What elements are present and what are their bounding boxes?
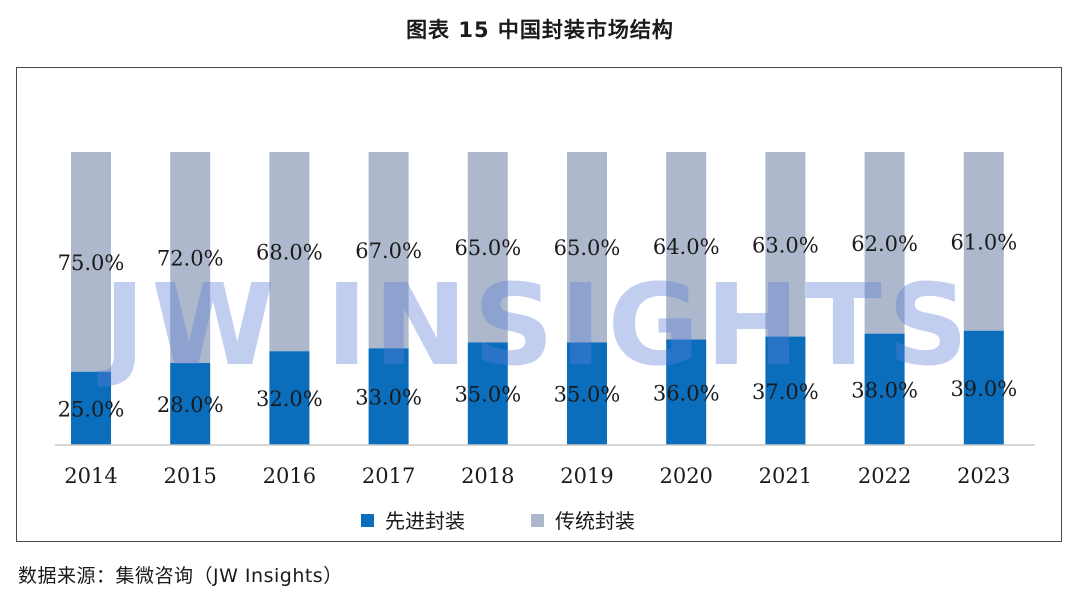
label-traditional-2017: 67.0%: [355, 239, 422, 263]
x-tick-2019: 2019: [560, 464, 613, 488]
legend-traditional: 传统封装: [531, 509, 635, 533]
label-advanced-2017: 33.0%: [355, 386, 422, 410]
label-advanced-2022: 38.0%: [851, 378, 918, 402]
bar-advanced-2019: [567, 342, 607, 445]
x-tick-2018: 2018: [461, 464, 514, 488]
legend-advanced: 先进封装: [361, 509, 465, 533]
watermark: JW INSIGHTS: [97, 261, 975, 391]
bar-advanced-2014: [71, 371, 111, 445]
bar-traditional-2023: [963, 152, 1004, 331]
x-tick-labels: 2014 2015 2016 2017 2018 2019 2020 2021 2022 2023: [64, 464, 1010, 488]
bar-advanced-2017: [368, 348, 409, 445]
label-advanced-2014: 25.0%: [58, 397, 125, 421]
watermark-text: JW INSIGHTS: [97, 261, 975, 391]
bar-advanced-2016: [269, 351, 310, 445]
label-traditional-2022: 62.0%: [851, 232, 918, 256]
bar-advanced-2023: [963, 330, 1004, 445]
bar-advanced-2020: [666, 339, 707, 445]
bar-advanced-2022: [864, 333, 905, 445]
x-tick-2020: 2020: [659, 464, 712, 488]
label-advanced-2019: 35.0%: [554, 383, 621, 407]
label-traditional-2016: 68.0%: [256, 241, 323, 265]
chart-frame: JW INSIGHTS 25.0% 75.0% 28.0% 72.0% 32.0% 68.…: [16, 67, 1062, 542]
x-tick-2016: 2016: [263, 464, 316, 488]
label-traditional-2018: 65.0%: [454, 236, 521, 260]
stacked-bar-chart: JW INSIGHTS 25.0% 75.0% 28.0% 72.0% 32.0% 68.…: [55, 152, 1035, 533]
bar-traditional-2018: [467, 152, 508, 343]
bar-advanced-2015: [170, 362, 211, 445]
legend-traditional-label: 传统封装: [555, 509, 635, 533]
legend-advanced-swatch: [361, 514, 374, 527]
bar-traditional-2021: [765, 152, 806, 337]
label-advanced-2020: 36.0%: [653, 381, 720, 405]
label-traditional-2023: 61.0%: [950, 230, 1017, 254]
x-tick-2015: 2015: [163, 464, 216, 488]
chart-title: 图表 15 中国封装市场结构: [406, 18, 674, 42]
label-advanced-2016: 32.0%: [256, 387, 323, 411]
bar-advanced-2018: [467, 342, 508, 445]
label-traditional-2015: 72.0%: [157, 246, 224, 270]
label-traditional-2014: 75.0%: [58, 251, 125, 275]
legend-traditional-swatch: [531, 514, 544, 527]
bar-traditional-2017: [368, 152, 409, 349]
bar-traditional-2019: [567, 152, 607, 343]
data-labels-layer: 25.0% 75.0% 28.0% 72.0% 32.0% 68.0% 33.0% 67.0%…: [58, 230, 1018, 421]
x-tick-2021: 2021: [759, 464, 812, 488]
label-advanced-2023: 39.0%: [950, 377, 1017, 401]
data-source-note: 数据来源：集微咨询（JW Insights）: [18, 565, 343, 587]
legend-advanced-label: 先进封装: [385, 509, 465, 533]
bar-advanced-2021: [765, 336, 806, 445]
bars-layer: [71, 152, 1004, 445]
bar-traditional-2020: [666, 152, 707, 340]
label-traditional-2020: 64.0%: [653, 235, 720, 259]
label-traditional-2019: 65.0%: [554, 236, 621, 260]
x-tick-2017: 2017: [362, 464, 415, 488]
label-traditional-2021: 63.0%: [752, 233, 819, 257]
x-tick-2022: 2022: [858, 464, 911, 488]
bar-traditional-2015: [170, 152, 211, 363]
bar-traditional-2022: [864, 152, 905, 334]
bar-traditional-2014: [71, 152, 111, 372]
label-advanced-2018: 35.0%: [454, 383, 521, 407]
legend: 先进封装 传统封装: [361, 509, 635, 533]
bar-traditional-2016: [269, 152, 310, 352]
x-tick-2023: 2023: [957, 464, 1010, 488]
label-advanced-2021: 37.0%: [752, 380, 819, 404]
label-advanced-2015: 28.0%: [157, 393, 224, 417]
x-tick-2014: 2014: [64, 464, 117, 488]
